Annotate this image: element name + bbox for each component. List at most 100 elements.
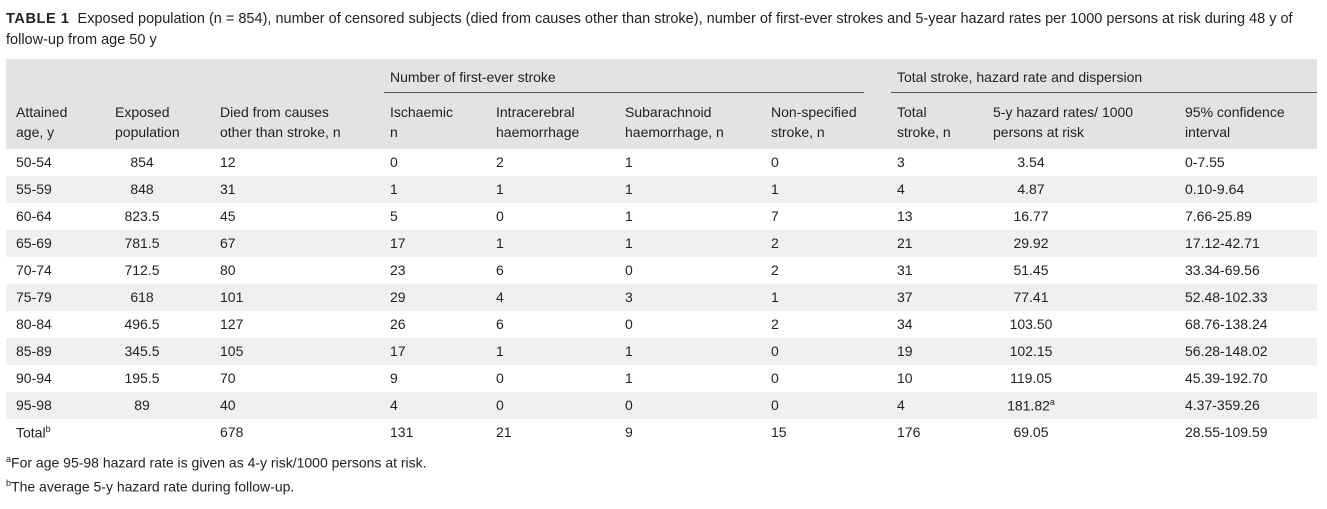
cell-total-stroke: 21	[897, 235, 913, 251]
cell-total-stroke: 10	[897, 370, 913, 386]
table-row: 95-98 89 40 4 0 0 0 4 181.82a 4.37-359.26	[6, 392, 1317, 419]
cell-hazard-rate: 16.77	[1013, 208, 1049, 224]
cell-confidence-interval: 52.48-102.33	[1185, 289, 1268, 305]
cell-nonspecified: 2	[771, 262, 779, 278]
cell-died: 12	[220, 154, 236, 170]
table-label: TABLE 1	[6, 11, 70, 27]
cell-ischaemic: 17	[390, 343, 406, 359]
cell-age: 65-69	[16, 235, 52, 251]
cell-exposed: 618	[130, 289, 154, 305]
cell-confidence-interval: 17.12-42.71	[1185, 235, 1260, 251]
cell-intracerebral: 1	[496, 343, 504, 359]
cell-confidence-interval: 4.37-359.26	[1185, 397, 1260, 413]
cell-ischaemic: 4	[390, 397, 398, 413]
cell-intracerebral: 1	[496, 181, 504, 197]
cell-hazard-rate: 51.45	[1013, 262, 1049, 278]
cell-exposed: 345.5	[124, 343, 160, 359]
cell-confidence-interval: 68.76-138.24	[1185, 316, 1268, 332]
col-header-age: Attained age, y	[16, 104, 68, 140]
table-row: 70-74 712.5 80 23 6 0 2 31 51.45 33.34-69.56	[6, 257, 1317, 284]
table-row: 80-84 496.5 127 26 6 0 2 34 103.50 68.76-138.24	[6, 311, 1317, 338]
cell-hazard-rate: 119.05	[1010, 370, 1052, 386]
table-caption: TABLE 1 Exposed population (n = 854), num…	[6, 9, 1316, 51]
table-header-band	[6, 59, 1317, 149]
cell-ischaemic: 1	[390, 181, 398, 197]
cell-nonspecified: 0	[771, 397, 779, 413]
cell-nonspecified: 1	[771, 289, 779, 305]
cell-ischaemic: 23	[390, 262, 406, 278]
cell-confidence-interval: 33.34-69.56	[1185, 262, 1260, 278]
cell-ischaemic: 29	[390, 289, 406, 305]
cell-subarachnoid: 1	[625, 343, 633, 359]
cell-nonspecified: 0	[771, 343, 779, 359]
cell-age: 95-98	[16, 397, 52, 413]
table-row: 85-89 345.5 105 17 1 1 0 19 102.15 56.28-148.02	[6, 338, 1317, 365]
cell-age: 50-54	[16, 154, 52, 170]
cell-confidence-interval: 28.55-109.59	[1185, 424, 1268, 440]
col-header-nonspecified: Non-specified stroke, n	[771, 104, 857, 140]
cell-total-stroke: 31	[897, 262, 913, 278]
cell-age: 90-94	[16, 370, 52, 386]
cell-nonspecified: 2	[771, 316, 779, 332]
cell-age: 75-79	[16, 289, 52, 305]
cell-age: Totalb	[16, 424, 51, 441]
cell-hazard-rate: 4.87	[1017, 181, 1045, 197]
cell-intracerebral: 0	[496, 397, 504, 413]
cell-confidence-interval: 0-7.55	[1185, 154, 1225, 170]
cell-ischaemic: 131	[390, 424, 414, 440]
cell-age: 55-59	[16, 181, 52, 197]
cell-intracerebral: 21	[496, 424, 512, 440]
cell-died: 678	[220, 424, 244, 440]
footnote-marker: a	[1049, 397, 1055, 407]
cell-hazard-rate: 3.54	[1017, 154, 1045, 170]
cell-died: 45	[220, 208, 236, 224]
cell-total-stroke: 3	[897, 154, 905, 170]
cell-died: 70	[220, 370, 236, 386]
col-header-intracerebral: Intracerebral haemorrhage	[496, 104, 580, 140]
footnote-marker: b	[45, 424, 51, 434]
group-rule-total	[891, 92, 1317, 93]
cell-exposed: 823.5	[124, 208, 160, 224]
cell-total-stroke: 19	[897, 343, 913, 359]
table-row: 60-64 823.5 45 5 0 1 7 13 16.77 7.66-25.89	[6, 203, 1317, 230]
cell-hazard-rate: 69.05	[1013, 424, 1049, 440]
cell-subarachnoid: 9	[625, 424, 633, 440]
group-rule-first-ever	[384, 92, 864, 93]
cell-subarachnoid: 0	[625, 262, 633, 278]
cell-nonspecified: 0	[771, 370, 779, 386]
caption-text: Exposed population (n = 854), number of …	[6, 11, 1293, 48]
cell-hazard-rate: 103.50	[1009, 316, 1053, 332]
col-header-subarachnoid: Subarachnoid haemorrhage, n	[625, 104, 724, 140]
cell-exposed: 712.5	[124, 262, 160, 278]
cell-subarachnoid: 1	[625, 154, 633, 170]
cell-exposed: 89	[134, 397, 150, 413]
cell-age: 80-84	[16, 316, 52, 332]
col-header-ischaemic: Ischaemic n	[390, 104, 454, 140]
cell-total-stroke: 4	[897, 181, 905, 197]
cell-nonspecified: 7	[771, 208, 779, 224]
group-header-total: Total stroke, hazard rate and dispersion	[897, 69, 1143, 85]
cell-ischaemic: 17	[390, 235, 406, 251]
cell-hazard-rate: 29.92	[1013, 235, 1049, 251]
cell-exposed: 195.5	[124, 370, 160, 386]
cell-intracerebral: 4	[496, 289, 504, 305]
cell-subarachnoid: 3	[625, 289, 633, 305]
cell-intracerebral: 0	[496, 208, 504, 224]
col-header-total-stroke: Total stroke, n	[897, 104, 951, 140]
cell-exposed: 496.5	[124, 316, 160, 332]
cell-subarachnoid: 1	[625, 235, 633, 251]
cell-age: 60-64	[16, 208, 52, 224]
footnote-a: aFor age 95-98 hazard rate is given as 4…	[6, 454, 427, 471]
cell-ischaemic: 0	[390, 154, 398, 170]
cell-intracerebral: 6	[496, 262, 504, 278]
footnote-b: bThe average 5-y hazard rate during foll…	[6, 478, 295, 495]
cell-nonspecified: 2	[771, 235, 779, 251]
cell-ischaemic: 5	[390, 208, 398, 224]
cell-age: 85-89	[16, 343, 52, 359]
cell-subarachnoid: 1	[625, 208, 633, 224]
cell-total-stroke: 176	[897, 424, 921, 440]
table-row: 75-79 618 101 29 4 3 1 37 77.41 52.48-102.33	[6, 284, 1317, 311]
cell-nonspecified: 1	[771, 181, 779, 197]
col-header-exposed: Exposed population	[115, 104, 180, 140]
cell-died: 105	[220, 343, 244, 359]
